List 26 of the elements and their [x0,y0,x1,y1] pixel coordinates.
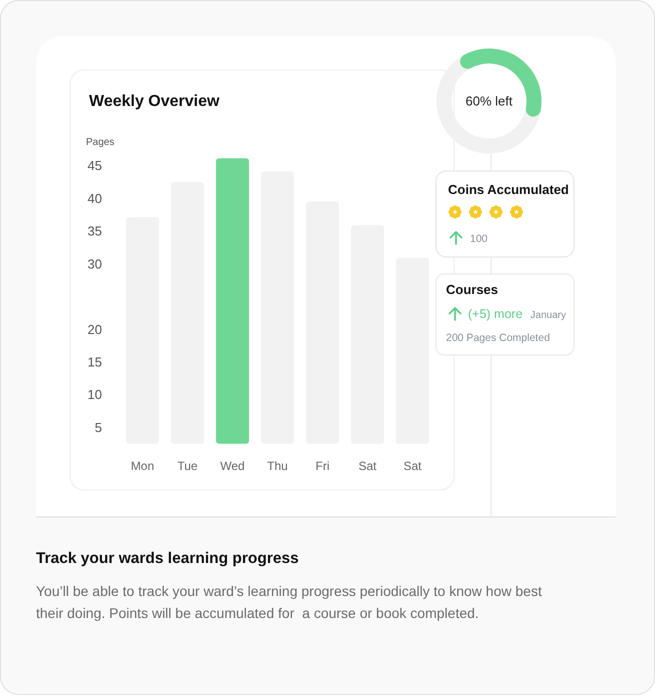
text: Track your wards learning progress [36,550,299,567]
x-tick-label: Mon [130,459,154,473]
chart-title: Weekly Overview [89,93,220,110]
y-tick-label: 40 [88,190,102,206]
x-tick-label: Sat [358,459,378,473]
x-tick-label: Thu [267,459,288,473]
text: 100 [470,233,488,245]
text: Courses [446,282,498,297]
x-tick-label: Sat [403,459,422,473]
y-tick-label: 10 [88,387,102,402]
y-axis-title: Pages [86,137,114,148]
text: 200 Pages Completed [446,332,550,344]
y-tick-label: 30 [88,256,102,272]
x-tick-label: Tue [177,459,198,473]
text: Coins Accumulated [448,182,569,197]
y-tick-label: 20 [88,322,102,337]
y-tick-label: 5 [94,420,102,435]
text: 60% left [466,94,513,109]
x-tick-label: Fri [316,459,330,473]
y-tick-label: 35 [88,224,102,239]
text: (+5) more [468,307,523,321]
text: January [530,310,566,321]
y-tick-label: 15 [88,354,102,370]
x-tick-label: Wed [220,459,245,473]
text: You’ll be able to track your ward’s learning progress periodically to know how best their doing. Points will be accumulated for a course or book completed. [36,582,543,623]
y-tick-label: 45 [88,158,102,174]
